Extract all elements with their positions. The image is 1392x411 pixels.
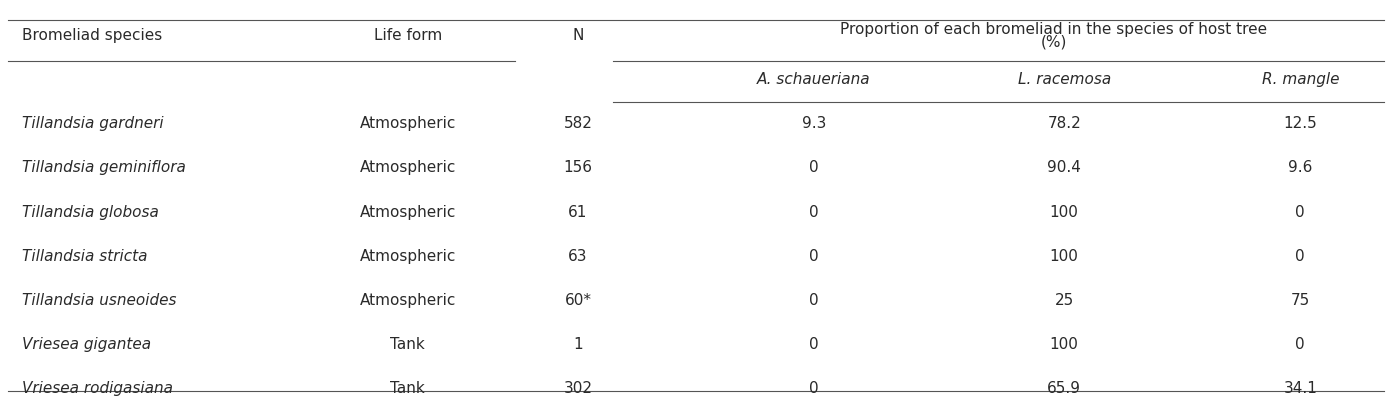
Text: 100: 100	[1050, 337, 1079, 352]
Text: Proportion of each bromeliad in the species of host tree: Proportion of each bromeliad in the spec…	[841, 21, 1267, 37]
Text: 0: 0	[809, 293, 818, 308]
Text: 1: 1	[574, 337, 583, 352]
Text: 0: 0	[1296, 205, 1306, 219]
Text: Tank: Tank	[390, 337, 425, 352]
Text: 9.3: 9.3	[802, 116, 827, 132]
Text: 100: 100	[1050, 205, 1079, 219]
Text: Atmospheric: Atmospheric	[359, 116, 457, 132]
Text: 0: 0	[1296, 337, 1306, 352]
Text: Tillandsia gardneri: Tillandsia gardneri	[22, 116, 164, 132]
Text: Tillandsia usneoides: Tillandsia usneoides	[22, 293, 177, 308]
Text: 65.9: 65.9	[1047, 381, 1082, 396]
Text: 582: 582	[564, 116, 593, 132]
Text: 34.1: 34.1	[1283, 381, 1317, 396]
Text: Atmospheric: Atmospheric	[359, 205, 457, 219]
Text: Tank: Tank	[390, 381, 425, 396]
Text: R. mangle: R. mangle	[1261, 72, 1339, 87]
Text: 156: 156	[564, 160, 593, 175]
Text: 78.2: 78.2	[1047, 116, 1082, 132]
Text: N: N	[572, 28, 583, 43]
Text: L. racemosa: L. racemosa	[1018, 72, 1111, 87]
Text: 100: 100	[1050, 249, 1079, 263]
Text: A. schaueriana: A. schaueriana	[757, 72, 871, 87]
Text: 75: 75	[1290, 293, 1310, 308]
Text: 0: 0	[809, 381, 818, 396]
Text: Atmospheric: Atmospheric	[359, 249, 457, 263]
Text: 60*: 60*	[564, 293, 592, 308]
Text: Atmospheric: Atmospheric	[359, 293, 457, 308]
Text: 63: 63	[568, 249, 587, 263]
Text: Bromeliad species: Bromeliad species	[22, 28, 163, 43]
Text: Vriesea gigantea: Vriesea gigantea	[22, 337, 152, 352]
Text: 302: 302	[564, 381, 593, 396]
Text: Tillandsia stricta: Tillandsia stricta	[22, 249, 148, 263]
Text: 0: 0	[809, 337, 818, 352]
Text: Life form: Life form	[373, 28, 441, 43]
Text: 25: 25	[1055, 293, 1073, 308]
Text: 61: 61	[568, 205, 587, 219]
Text: 0: 0	[809, 205, 818, 219]
Text: Tillandsia globosa: Tillandsia globosa	[22, 205, 159, 219]
Text: 9.6: 9.6	[1288, 160, 1313, 175]
Text: Atmospheric: Atmospheric	[359, 160, 457, 175]
Text: 0: 0	[1296, 249, 1306, 263]
Text: (%): (%)	[1041, 35, 1066, 50]
Text: 0: 0	[809, 249, 818, 263]
Text: Tillandsia geminiflora: Tillandsia geminiflora	[22, 160, 187, 175]
Text: Vriesea rodigasiana: Vriesea rodigasiana	[22, 381, 173, 396]
Text: 12.5: 12.5	[1283, 116, 1317, 132]
Text: 90.4: 90.4	[1047, 160, 1082, 175]
Text: 0: 0	[809, 160, 818, 175]
